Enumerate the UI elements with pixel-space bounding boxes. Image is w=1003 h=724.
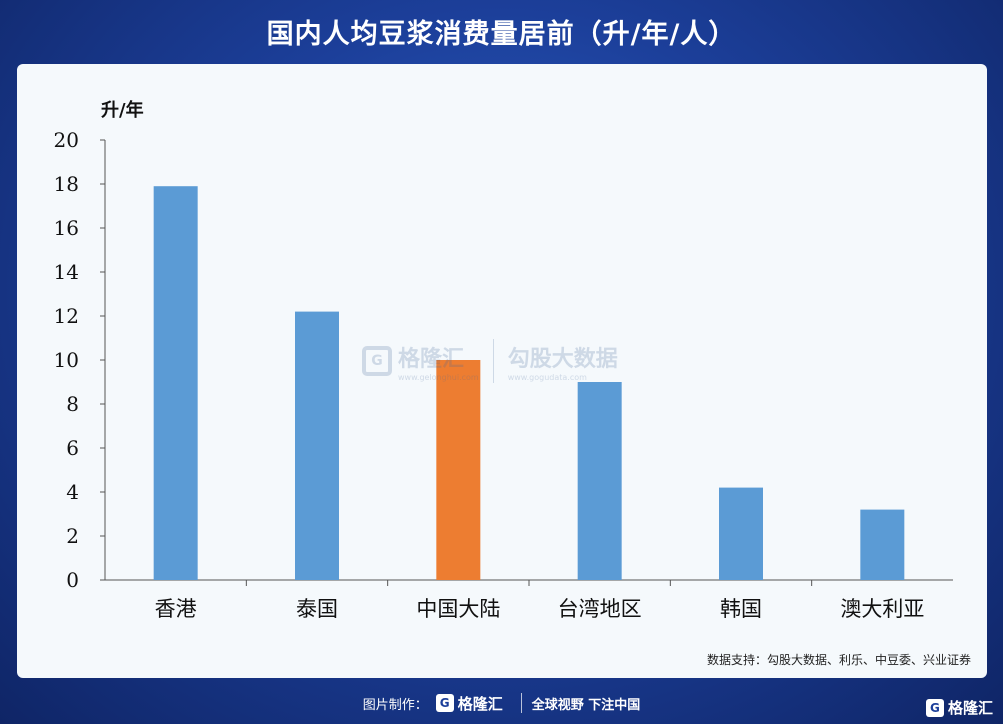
footer-slogan: 全球视野 下注中国 — [531, 697, 641, 713]
footer-logo-text: 格隆汇 — [457, 694, 503, 713]
footer: 图片制作： G 格隆汇 全球视野 下注中国 — [0, 688, 1003, 718]
corner-logo-icon: G — [925, 698, 944, 717]
x-tick-label: 中国大陆 — [416, 597, 500, 621]
bar-2 — [295, 311, 339, 580]
chart-title: 国内人均豆浆消费量居前（升/年/人） — [266, 19, 737, 50]
x-tick-label: 澳大利亚 — [840, 597, 924, 621]
y-tick-label: 14 — [54, 260, 79, 284]
footer-logo: G 格隆汇 — [435, 693, 503, 714]
bar-3 — [436, 360, 481, 580]
y-tick-label: 10 — [54, 348, 79, 372]
y-tick-label: 8 — [66, 392, 79, 416]
gelonghui-logo-icon: G — [435, 694, 454, 712]
bar-1 — [153, 186, 198, 580]
y-tick-label: 18 — [54, 172, 79, 196]
x-tick-label: 台湾地区 — [558, 597, 642, 621]
x-tick-label: 泰国 — [296, 597, 338, 621]
y-tick-label: 4 — [66, 480, 79, 504]
y-tick-label: 20 — [54, 128, 79, 152]
x-tick-label: 韩国 — [720, 597, 762, 621]
y-axis-label: 升/年 — [101, 99, 144, 121]
y-tick-label: 6 — [66, 436, 79, 460]
y-tick-label: 2 — [66, 524, 79, 548]
data-source: 数据支持：勾股大数据、利乐、中豆委、兴业证券 — [706, 653, 971, 667]
bar-5 — [719, 487, 763, 580]
bar-4 — [577, 382, 622, 580]
chart-panel: 0 2 4 6 8 10 12 14 16 18 20 升/年 香港 泰国 中国大陆 台湾地区 韩国 澳大利亚 G… — [17, 64, 987, 678]
y-tick-label: 16 — [54, 216, 79, 240]
bar-chart: 0 2 4 6 8 10 12 14 16 18 20 升/年香港 泰国 中国大陆 台湾地区 韩国 澳大利亚 — [54, 99, 953, 621]
corner-logo-text: 格隆汇 — [947, 699, 993, 717]
y-tick-label: 0 — [66, 568, 79, 592]
bar-6 — [860, 509, 905, 580]
footer-made-by: 图片制作： — [362, 697, 428, 713]
corner-logo: G 格隆汇 — [925, 697, 993, 718]
x-tick-label: 香港 — [155, 597, 197, 621]
footer-divider — [520, 693, 522, 713]
y-tick-label: 12 — [54, 304, 79, 328]
